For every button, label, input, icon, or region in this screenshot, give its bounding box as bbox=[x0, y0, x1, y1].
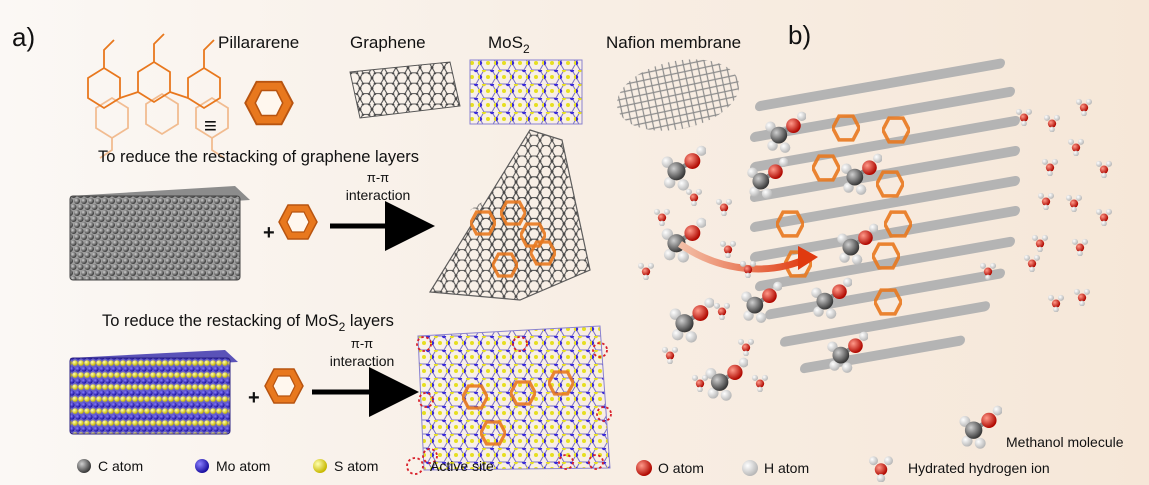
label-mos2: MoS2 bbox=[488, 33, 530, 56]
methanol-9 bbox=[670, 298, 715, 343]
legend-c-atom-icon bbox=[77, 459, 91, 473]
water-22 bbox=[1072, 238, 1088, 256]
legend-s-atom-icon bbox=[313, 459, 327, 473]
water-2 bbox=[716, 198, 732, 216]
active-site-3 bbox=[592, 342, 608, 358]
legend-o-atom-icon bbox=[636, 460, 652, 476]
legend-s-atom: S atom bbox=[334, 458, 378, 474]
water-23 bbox=[1024, 254, 1040, 272]
stacked-graphene bbox=[69, 186, 250, 281]
water-16 bbox=[1042, 158, 1058, 176]
interaction-label-mos2: interaction bbox=[330, 353, 395, 369]
pillararene-icon-mos2 bbox=[264, 368, 304, 404]
panel-a-label: a) bbox=[12, 22, 35, 52]
pillararene-icon-graphene bbox=[278, 204, 318, 240]
water-11 bbox=[752, 374, 768, 392]
legend-active-site-icon bbox=[406, 457, 424, 475]
water-4 bbox=[720, 240, 736, 258]
active-site-2 bbox=[512, 336, 528, 352]
active-site-6 bbox=[422, 448, 438, 464]
nafion-membrane-icon bbox=[616, 59, 740, 131]
methanol-11 bbox=[705, 358, 748, 401]
active-site-7 bbox=[558, 454, 574, 470]
pillararene-structure bbox=[87, 33, 229, 159]
water-1 bbox=[686, 188, 702, 206]
pillararene-icon bbox=[244, 80, 294, 126]
equiv-symbol: ≡ bbox=[204, 113, 217, 138]
water-9 bbox=[738, 338, 754, 356]
label-nafion: Nafion membrane bbox=[606, 33, 741, 52]
water-18 bbox=[1038, 192, 1054, 210]
exfoliated-graphene bbox=[428, 129, 591, 301]
water-25 bbox=[1074, 288, 1090, 306]
water-14 bbox=[1076, 98, 1092, 116]
mos2-sheet bbox=[469, 59, 583, 125]
pi-pi-label-mos2: π-π bbox=[351, 336, 373, 351]
legend-panel-b: Methanol molecule O atom H atom Hydrated… bbox=[636, 434, 1124, 482]
water-10 bbox=[692, 374, 708, 392]
legend-hydrated-ion-icon bbox=[869, 456, 893, 482]
transport-arrow-head bbox=[798, 246, 818, 270]
water-17 bbox=[1096, 160, 1112, 178]
active-site-8 bbox=[588, 454, 604, 470]
legend-c-atom: C atom bbox=[98, 458, 143, 474]
mos2-row-title: To reduce the restacking of MoS2 layers bbox=[102, 312, 394, 334]
legend-methanol: Methanol molecule bbox=[1006, 434, 1124, 450]
plus-sign-mos2: + bbox=[248, 387, 260, 409]
water-13 bbox=[1044, 114, 1060, 132]
water-24 bbox=[1048, 294, 1064, 312]
panel-b-label: b) bbox=[788, 20, 811, 50]
graphene-sheet bbox=[349, 61, 461, 119]
label-graphene: Graphene bbox=[350, 33, 426, 52]
legend-panel-a: C atom Mo atom S atom Active site bbox=[77, 457, 494, 475]
legend-hydrated-ion: Hydrated hydrogen ion bbox=[908, 460, 1050, 476]
water-15 bbox=[1068, 138, 1084, 156]
water-20 bbox=[1096, 208, 1112, 226]
label-pillararene: Pillararene bbox=[218, 33, 299, 52]
exfoliated-mos2 bbox=[416, 325, 612, 471]
graphene-row-title: To reduce the restacking of graphene lay… bbox=[98, 148, 419, 166]
active-site-5 bbox=[596, 406, 612, 422]
legend-active-site: Active site bbox=[430, 458, 494, 474]
pi-pi-label-graphene: π-π bbox=[367, 170, 389, 185]
active-site-1 bbox=[416, 336, 432, 352]
water-7 bbox=[714, 302, 730, 320]
methanol-legend-icon bbox=[959, 406, 1002, 449]
legend-mo-atom-icon bbox=[195, 459, 209, 473]
water-19 bbox=[1066, 194, 1082, 212]
water-3 bbox=[654, 208, 670, 226]
legend-o-atom: O atom bbox=[658, 460, 704, 476]
nafion-woven-membrane bbox=[750, 16, 1020, 405]
legend-h-atom: H atom bbox=[764, 460, 809, 476]
interaction-label-graphene: interaction bbox=[346, 187, 411, 203]
water-5 bbox=[638, 262, 654, 280]
legend-h-atom-icon bbox=[742, 460, 758, 476]
methanol-1 bbox=[662, 146, 707, 191]
water-21 bbox=[1032, 234, 1048, 252]
water-8 bbox=[662, 346, 678, 364]
stacked-mos2 bbox=[69, 350, 238, 435]
legend-mo-atom: Mo atom bbox=[216, 458, 270, 474]
plus-sign-graphene: + bbox=[263, 222, 275, 244]
active-site-4 bbox=[418, 392, 434, 408]
